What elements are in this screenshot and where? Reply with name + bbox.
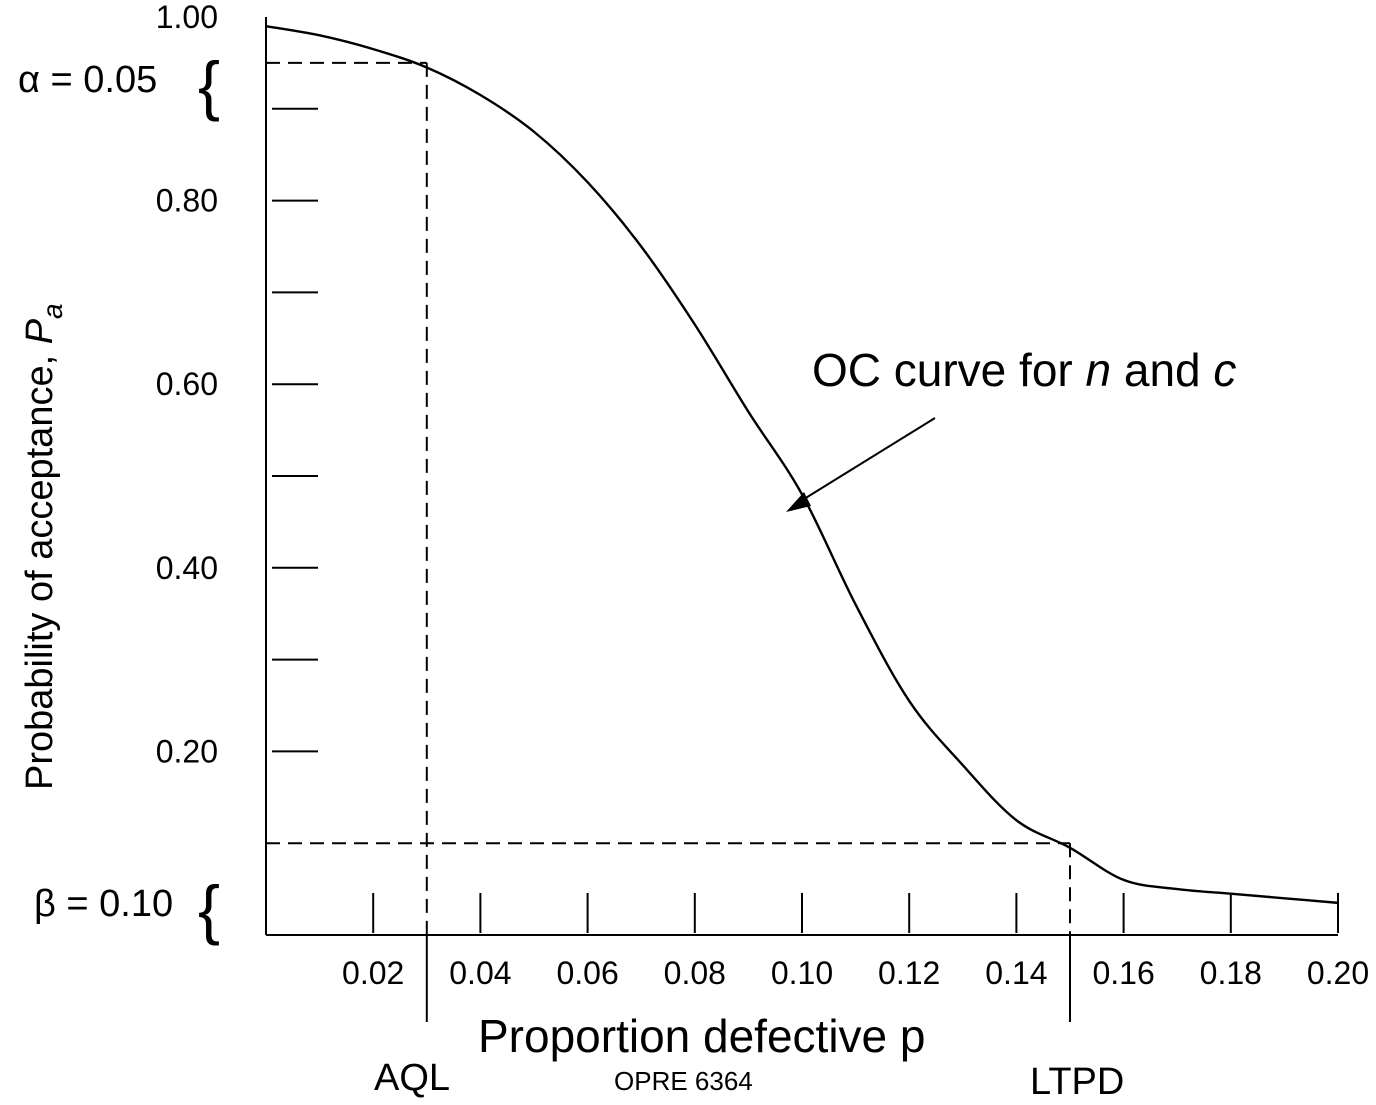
x-tick-label: 0.04	[449, 955, 511, 991]
x-tick-label: 0.06	[556, 955, 618, 991]
alpha-label: α = 0.05	[18, 59, 157, 101]
oc-curve-annotation: OC curve for n and c	[812, 344, 1236, 396]
x-tick-label: 0.18	[1200, 955, 1262, 991]
aql-label: AQL	[374, 1057, 450, 1099]
reference-lines	[266, 61, 1071, 1022]
labels: Probability of acceptance, Pa Proportion…	[18, 48, 1236, 1103]
y-tick-label: 0.40	[156, 550, 218, 586]
x-tick-label: 0.10	[771, 955, 833, 991]
footer-text: OPRE 6364	[614, 1066, 753, 1096]
alpha-brace: {	[198, 48, 220, 122]
y-tick-label: 0.20	[156, 733, 218, 769]
oc-annotation-arrowhead	[786, 492, 811, 512]
x-tick-label: 0.16	[1092, 955, 1154, 991]
x-tick-label: 0.14	[985, 955, 1047, 991]
y-tick-label: 0.80	[156, 183, 218, 219]
x-tick-label: 0.02	[342, 955, 404, 991]
x-tick-label: 0.08	[664, 955, 726, 991]
ticks: 1.00 0.80 0.60 0.40 0.20 0.02 0.04 0.06 0.08 0.10…	[156, 0, 1369, 991]
beta-brace: {	[198, 872, 220, 946]
x-tick-label: 0.20	[1307, 955, 1369, 991]
y-axis-label: Probability of acceptance, Pa	[19, 303, 68, 790]
y-tick-label: 0.60	[156, 366, 218, 402]
axes	[265, 17, 1338, 936]
oc-annotation-arrow-line	[795, 417, 936, 505]
y-tick-label: 1.00	[156, 0, 218, 35]
beta-label: β = 0.10	[34, 883, 173, 925]
ltpd-label: LTPD	[1030, 1061, 1124, 1100]
x-tick-label: 0.12	[878, 955, 940, 991]
x-axis-label: Proportion defective p	[478, 1010, 926, 1062]
